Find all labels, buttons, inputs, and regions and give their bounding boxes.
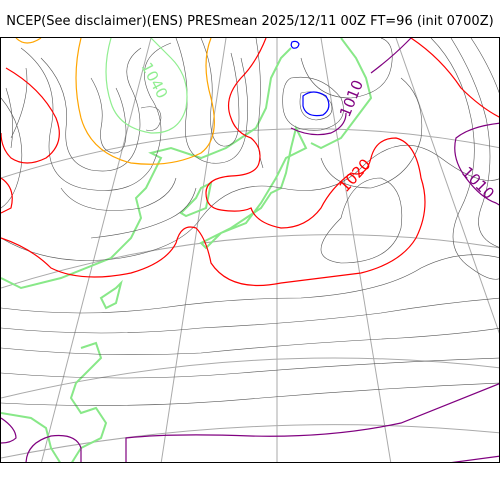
map-title: NCEP(See disclaimer)(ENS) PRESmean 2025/… <box>6 14 494 29</box>
island-coastline <box>199 125 308 250</box>
isobar-line <box>450 38 499 248</box>
isobar-line <box>140 106 162 131</box>
thin-isobars <box>1 38 499 406</box>
isobar-line <box>90 187 197 239</box>
coastline <box>1 38 373 462</box>
isobar-line <box>5 67 28 149</box>
isobar-line <box>1 67 60 164</box>
isobar-line <box>1 297 499 334</box>
isobar-line <box>302 91 330 117</box>
isobar-1040 <box>105 38 188 134</box>
contour-label-1010-east: 1010 <box>458 163 498 203</box>
isobar-line <box>60 177 177 211</box>
isobar-line <box>1 417 17 444</box>
isobar-line <box>454 122 499 206</box>
isobar-line <box>200 38 240 147</box>
longitude-line <box>395 38 499 334</box>
isobar-line <box>451 455 499 462</box>
longitude-line <box>41 38 152 462</box>
isobar-line <box>1 38 426 286</box>
graticule <box>1 38 499 462</box>
isobar-1030 <box>15 38 215 165</box>
isobar-line <box>25 434 82 462</box>
contour-label-1010-north: 1010 <box>336 77 367 119</box>
latitude-line <box>1 128 499 179</box>
isobar-1010 <box>1 38 499 462</box>
isobar-1020 <box>1 38 499 286</box>
isobar-line <box>1 97 23 209</box>
longitude-line <box>160 38 227 462</box>
isobar-1000 <box>290 40 330 117</box>
map-canvas: 1040 1010 1020 1010 <box>1 38 499 462</box>
isobar-line <box>430 38 499 280</box>
isobar-line <box>75 38 215 165</box>
latitude-line <box>1 234 499 289</box>
island-coastline <box>99 279 123 310</box>
island-coastline <box>179 181 213 218</box>
isobar-line <box>1 254 499 314</box>
isobar-line <box>290 40 300 49</box>
isobar-line <box>470 38 499 94</box>
latitude-line <box>1 357 499 399</box>
isobar-line <box>300 38 393 99</box>
pressure-map: 1040 1010 1020 1010 <box>0 37 500 463</box>
isobar-line <box>105 38 188 134</box>
isobar-line <box>290 112 347 136</box>
isobar-line <box>320 77 423 189</box>
isobar-line <box>282 76 344 131</box>
isobar-line <box>20 42 172 191</box>
isobar-line <box>125 383 499 462</box>
isobar-line <box>320 177 403 264</box>
coastline-segment <box>310 38 373 150</box>
latitude-line <box>1 424 499 459</box>
isobar-line <box>370 38 412 74</box>
isobar-line <box>90 77 127 154</box>
coastline-segment <box>1 47 292 290</box>
isobar-line <box>1 177 13 214</box>
isobar-line <box>1 357 499 379</box>
isobar-line <box>40 47 142 172</box>
longitude-line <box>320 38 392 462</box>
isobar-line <box>410 38 499 118</box>
isobar-line <box>1 382 499 406</box>
contour-label-1040: 1040 <box>137 59 171 101</box>
isobar-line <box>1 144 499 261</box>
isobar-line <box>1 327 499 355</box>
coastline-segment <box>1 412 61 462</box>
isobar-line <box>15 38 42 44</box>
